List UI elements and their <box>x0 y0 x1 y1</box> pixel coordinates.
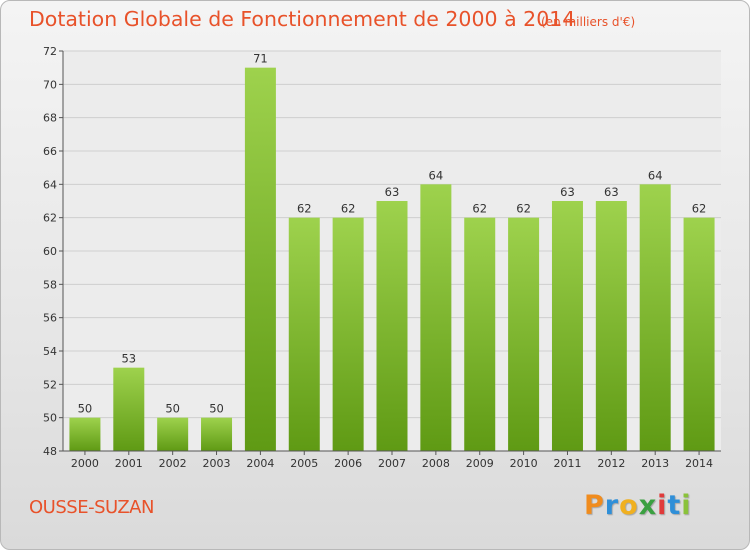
x-tick-label-2012: 2012 <box>597 457 625 470</box>
x-tick-label-2014: 2014 <box>685 457 713 470</box>
y-tick-label: 52 <box>43 378 57 391</box>
data-label-2013: 64 <box>648 168 663 182</box>
y-tick-label: 68 <box>43 112 57 125</box>
x-tick-label-2008: 2008 <box>422 457 450 470</box>
y-tick-label: 56 <box>43 312 57 325</box>
bar-2005 <box>288 217 320 451</box>
logo-letter: i <box>657 490 668 521</box>
x-tick-label-2006: 2006 <box>334 457 362 470</box>
bar-2000 <box>69 417 101 451</box>
y-tick-label: 62 <box>43 212 57 225</box>
bar-2004 <box>244 67 276 452</box>
logo-letter: r <box>604 490 620 521</box>
data-label-2006: 62 <box>341 202 356 216</box>
bar-2002 <box>157 417 189 451</box>
data-label-2004: 71 <box>253 52 268 66</box>
x-tick-label-2009: 2009 <box>466 457 494 470</box>
bar-2014 <box>683 217 715 451</box>
data-label-2011: 63 <box>560 185 575 199</box>
chart-title: Dotation Globale de Fonctionnement de 20… <box>29 7 576 31</box>
y-tick-label: 66 <box>43 145 57 158</box>
x-tick-label-2013: 2013 <box>641 457 669 470</box>
y-tick-label: 70 <box>43 78 57 91</box>
logo-letter: i <box>681 490 692 521</box>
y-tick-label: 54 <box>43 345 57 358</box>
y-tick-label: 48 <box>43 445 57 458</box>
x-tick-label-2011: 2011 <box>553 457 581 470</box>
data-label-2010: 62 <box>516 202 531 216</box>
data-label-2014: 62 <box>692 202 707 216</box>
bar-2010 <box>508 217 540 451</box>
data-label-2005: 62 <box>297 202 312 216</box>
bar-2011 <box>551 201 583 451</box>
data-label-2009: 62 <box>472 202 487 216</box>
logo-letter: t <box>667 490 682 521</box>
y-tick-label: 60 <box>43 245 57 258</box>
data-label-2000: 50 <box>78 402 93 416</box>
chart-subtitle: (en milliers d'€) <box>541 15 636 29</box>
axes: 48 50 52 54 56 58 60 62 64 66 68 70 72 2000 2001 2002 20… <box>43 45 721 470</box>
proxiti-logo[interactable]: Proxiti <box>584 490 692 521</box>
bar-2013 <box>639 184 671 452</box>
y-tick-label: 72 <box>43 45 57 58</box>
commune-name: OUSSE-SUZAN <box>29 497 154 518</box>
data-label-2012: 63 <box>604 185 619 199</box>
bars: 50 53 50 50 71 62 62 63 64 62 62 63 63 64 62 <box>69 52 715 452</box>
y-tick-label: 50 <box>43 412 57 425</box>
logo-letter: P <box>584 490 605 521</box>
x-tick-label-2000: 2000 <box>71 457 99 470</box>
x-tick-label-2004: 2004 <box>246 457 274 470</box>
y-tick-label: 64 <box>43 178 57 191</box>
logo-letter: o <box>619 490 639 521</box>
bar-2001 <box>113 367 145 451</box>
x-tick-label-2007: 2007 <box>378 457 406 470</box>
bar-2008 <box>420 184 452 452</box>
bar-2009 <box>464 217 496 451</box>
data-label-2001: 53 <box>121 352 136 366</box>
data-label-2007: 63 <box>385 185 400 199</box>
logo-letter: x <box>638 490 658 521</box>
bar-2012 <box>595 201 627 451</box>
x-tick-label-2010: 2010 <box>510 457 538 470</box>
x-tick-label-2003: 2003 <box>203 457 231 470</box>
bar-2006 <box>332 217 364 451</box>
x-tick-label-2002: 2002 <box>159 457 187 470</box>
bar-2003 <box>201 417 233 451</box>
x-tick-label-2005: 2005 <box>290 457 318 470</box>
x-tick-label-2001: 2001 <box>115 457 143 470</box>
data-label-2002: 50 <box>165 402 180 416</box>
data-label-2003: 50 <box>209 402 224 416</box>
y-tick-label: 58 <box>43 278 57 291</box>
bar-2007 <box>376 201 408 451</box>
data-label-2008: 64 <box>429 168 444 182</box>
